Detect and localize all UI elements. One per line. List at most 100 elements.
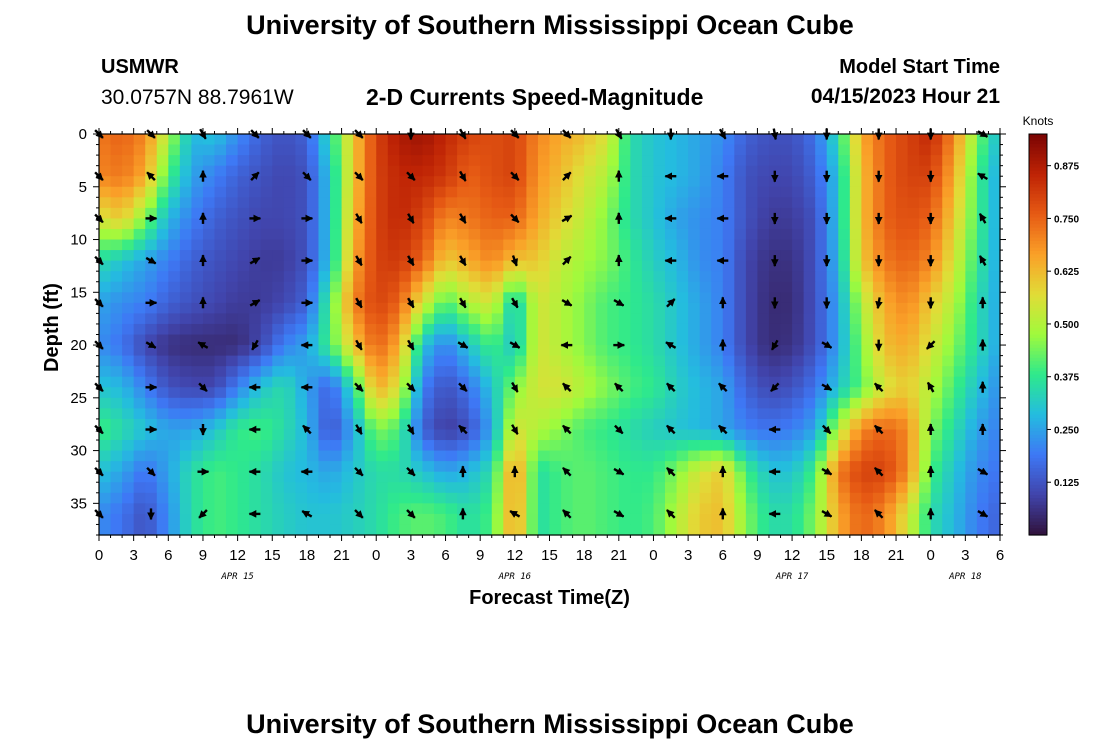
heatmap-cell — [364, 366, 377, 378]
heatmap-cell — [665, 323, 678, 336]
heatmap-cell — [930, 440, 943, 452]
heatmap-cell — [179, 302, 193, 314]
heatmap-cell — [584, 387, 597, 399]
heatmap-cell — [953, 250, 966, 262]
heatmap-cell — [468, 176, 481, 188]
heatmap-cell — [549, 513, 562, 526]
heatmap-cell — [249, 250, 262, 262]
heatmap-cell — [584, 228, 597, 241]
heatmap-cell — [491, 281, 504, 293]
heatmap-cell — [838, 440, 851, 452]
heatmap-cell — [191, 450, 204, 462]
heatmap-cell — [826, 197, 839, 209]
heatmap-cell — [260, 313, 273, 325]
heatmap-cell — [572, 429, 585, 441]
heatmap-cell — [549, 461, 562, 473]
heatmap-cell — [699, 366, 712, 378]
heatmap-cell — [480, 345, 493, 357]
heatmap-cell — [896, 281, 909, 293]
heatmap-cell — [757, 323, 770, 336]
current-vector-arrow — [562, 424, 572, 435]
heatmap-cell — [168, 281, 181, 293]
heatmap-cell — [468, 513, 481, 526]
heatmap-cell — [595, 134, 608, 146]
heatmap-cell — [930, 450, 943, 462]
heatmap-cell — [861, 281, 874, 293]
heatmap-cell — [780, 450, 793, 462]
heatmap-cell — [976, 345, 990, 357]
heatmap-cell — [572, 461, 585, 473]
heatmap-cell — [226, 492, 239, 504]
heatmap-cell — [526, 482, 539, 494]
heatmap-cell — [364, 250, 377, 262]
heatmap-cell — [838, 429, 851, 441]
colorbar-swatch — [1029, 317, 1047, 322]
heatmap-cell — [884, 429, 897, 441]
heatmap-cell — [272, 418, 285, 431]
heatmap-cell — [283, 387, 296, 399]
heatmap-cell — [607, 313, 620, 325]
colorbar-swatch — [1029, 301, 1047, 306]
heatmap-cell — [191, 260, 204, 272]
heatmap-cell — [399, 176, 412, 188]
heatmap-cell — [156, 186, 169, 198]
heatmap-cell — [99, 471, 112, 483]
heatmap-cell — [214, 313, 227, 325]
heatmap-cell — [214, 492, 227, 504]
heatmap-cell — [364, 524, 377, 536]
heatmap-cell — [780, 345, 793, 357]
heatmap-cell — [942, 165, 955, 177]
heatmap-cell — [907, 524, 920, 536]
heatmap-cell — [341, 492, 354, 504]
heatmap-cell — [433, 218, 447, 230]
heatmap-cell — [607, 440, 620, 452]
heatmap-cell — [803, 186, 816, 198]
heatmap-cell — [457, 323, 470, 336]
heatmap-cell — [849, 176, 862, 188]
heatmap-cell — [572, 376, 585, 388]
heatmap-cell — [711, 218, 724, 230]
heatmap-cell — [179, 376, 193, 388]
heatmap-cell — [122, 429, 135, 441]
heatmap-cell — [99, 418, 112, 431]
heatmap-cell — [179, 239, 193, 251]
heatmap-cell — [399, 165, 412, 177]
heatmap-cell — [283, 176, 296, 188]
heatmap-cell — [122, 387, 135, 399]
heatmap-cell — [457, 450, 470, 462]
heatmap-cell — [526, 471, 539, 483]
heatmap-cell — [399, 513, 412, 526]
heatmap-cell — [376, 492, 389, 504]
heatmap-cell — [249, 186, 262, 198]
heatmap-cell — [965, 134, 978, 146]
heatmap-cell — [641, 397, 655, 409]
heatmap-cell — [202, 197, 216, 209]
heatmap-cell — [768, 492, 782, 504]
heatmap-cell — [445, 313, 458, 325]
heatmap-cell — [318, 471, 331, 483]
heatmap-cell — [295, 218, 308, 230]
heatmap-cell — [226, 366, 239, 378]
heatmap-cell — [641, 503, 655, 515]
colorbar-tick-label: 0.625 — [1054, 267, 1079, 278]
heatmap-cell — [665, 524, 678, 536]
heatmap-cell — [988, 366, 1001, 378]
heatmap-cell — [491, 503, 504, 515]
heatmap-cell — [491, 387, 504, 399]
heatmap-cell — [953, 155, 966, 167]
heatmap-cell — [145, 440, 158, 452]
heatmap-cell — [792, 323, 805, 336]
heatmap-cell — [907, 313, 920, 325]
heatmap-cell — [838, 144, 851, 156]
heatmap-cell — [226, 218, 239, 230]
heatmap-cell — [549, 239, 562, 251]
heatmap-cell — [318, 207, 331, 220]
heatmap-cell — [572, 281, 585, 293]
heatmap-cell — [122, 207, 135, 220]
heatmap-cell — [410, 429, 424, 441]
heatmap-cell — [630, 134, 643, 146]
heatmap-cell — [306, 366, 320, 378]
heatmap-cell — [734, 218, 747, 230]
heatmap-cell — [549, 387, 562, 399]
heatmap-cell — [792, 524, 805, 536]
